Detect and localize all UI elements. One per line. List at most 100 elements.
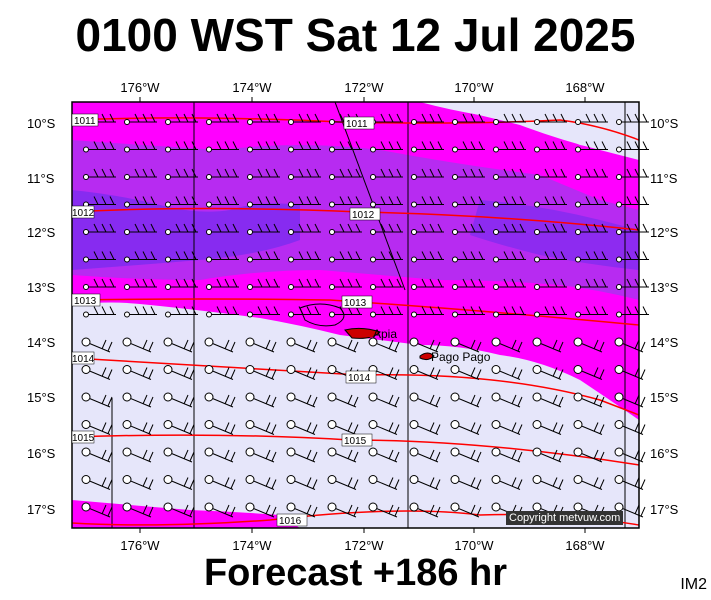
wind-barb xyxy=(370,196,403,208)
wind-barb xyxy=(409,502,441,518)
wind-barb xyxy=(409,420,441,435)
wind-barb xyxy=(411,113,444,125)
isobar-label: 1013 xyxy=(344,298,367,309)
wind-barb xyxy=(204,365,236,380)
wind-barb xyxy=(411,196,444,208)
wind-barb xyxy=(534,141,567,153)
wind-barb xyxy=(286,447,318,463)
wind-barb xyxy=(204,392,236,408)
wind-barb xyxy=(81,502,113,518)
lat-label-right-11s: 11°S xyxy=(650,171,678,186)
wind-barb xyxy=(245,365,277,380)
wind-barb xyxy=(532,447,564,463)
wind-barb xyxy=(370,141,403,153)
lon-label-top-176w: 176°W xyxy=(120,80,160,95)
wind-barb xyxy=(165,113,198,125)
wind-barb xyxy=(411,168,444,180)
isobar-label: 1011 xyxy=(74,116,96,127)
wind-barb xyxy=(370,306,403,318)
wind-barb xyxy=(206,223,239,235)
wind-barb xyxy=(368,447,400,463)
wind-barb xyxy=(616,251,649,263)
lat-label-left-12s: 12°S xyxy=(27,225,56,240)
wind-barb xyxy=(288,196,321,208)
wind-barb xyxy=(370,168,403,180)
wind-barb xyxy=(81,365,113,380)
wind-barb xyxy=(247,196,280,208)
wind-barb xyxy=(575,306,608,318)
savaii-island-outline xyxy=(299,303,345,327)
wind-barb xyxy=(491,475,523,490)
lat-label-right-16s: 16°S xyxy=(650,446,679,461)
wind-barb xyxy=(245,392,277,408)
wind-barb xyxy=(206,196,239,208)
wind-barb xyxy=(409,392,441,408)
isobar-label: 1014 xyxy=(72,354,95,365)
isobar-label: 1015 xyxy=(72,433,95,444)
wind-barb xyxy=(534,223,567,235)
wind-barb xyxy=(83,251,116,263)
lat-label-right-15s: 15°S xyxy=(650,390,679,405)
wind-barb xyxy=(450,392,482,408)
map-code: IM2 xyxy=(680,576,707,593)
wind-barb xyxy=(204,447,236,463)
wind-barb xyxy=(370,223,403,235)
wind-barb xyxy=(124,278,157,290)
wind-barb xyxy=(204,337,236,353)
wind-barb xyxy=(122,502,154,518)
wind-barb xyxy=(575,251,608,263)
wind-barb xyxy=(163,392,195,408)
wind-barb xyxy=(452,251,485,263)
wind-barb xyxy=(411,251,444,263)
wind-barb xyxy=(491,447,523,463)
lon-label-top-174w: 174°W xyxy=(232,80,272,95)
lat-label-left-14s: 14°S xyxy=(27,335,56,350)
wind-barb xyxy=(450,337,482,353)
wind-barb xyxy=(409,337,441,353)
wind-barb xyxy=(329,278,362,290)
lat-label-left-11s: 11°S xyxy=(27,171,55,186)
wind-barb xyxy=(614,365,646,380)
wind-barb xyxy=(368,392,400,408)
wind-barb xyxy=(286,502,318,518)
wind-barb xyxy=(247,141,280,153)
wind-barb xyxy=(327,502,359,518)
lat-label-right-10s: 10°S xyxy=(650,116,679,131)
wind-barb xyxy=(83,306,116,318)
wind-barb xyxy=(450,502,482,518)
wind-barb xyxy=(493,278,526,290)
wind-barb xyxy=(450,365,482,380)
wind-barb xyxy=(83,141,116,153)
lat-label-right-13s: 13°S xyxy=(650,280,679,295)
wind-barb xyxy=(247,306,280,318)
wind-barb xyxy=(124,251,157,263)
wind-barb xyxy=(534,306,567,318)
wind-barb xyxy=(493,196,526,208)
lon-label-bottom-170w: 170°W xyxy=(454,538,494,553)
wind-barb xyxy=(247,251,280,263)
wind-barb xyxy=(206,141,239,153)
wind-barb xyxy=(616,113,649,125)
wind-barb xyxy=(614,447,646,463)
wind-barb xyxy=(245,420,277,435)
wind-barb xyxy=(206,306,239,318)
wind-barb xyxy=(411,278,444,290)
wind-barb xyxy=(288,168,321,180)
wind-barb xyxy=(370,251,403,263)
wind-barb xyxy=(573,365,605,380)
wind-barb xyxy=(327,420,359,435)
wind-barb xyxy=(491,420,523,435)
wind-barb xyxy=(493,306,526,318)
wind-barb xyxy=(247,113,280,125)
wind-barb xyxy=(532,365,564,380)
wind-barb xyxy=(409,365,441,380)
wind-barb xyxy=(450,447,482,463)
wind-barb xyxy=(573,475,605,490)
wind-barb xyxy=(286,392,318,408)
wind-barb xyxy=(122,475,154,490)
wind-barb xyxy=(452,113,485,125)
wind-barb xyxy=(122,337,154,353)
lat-label-right-12s: 12°S xyxy=(650,225,679,240)
wind-barb xyxy=(81,420,113,435)
wind-barb xyxy=(286,420,318,435)
